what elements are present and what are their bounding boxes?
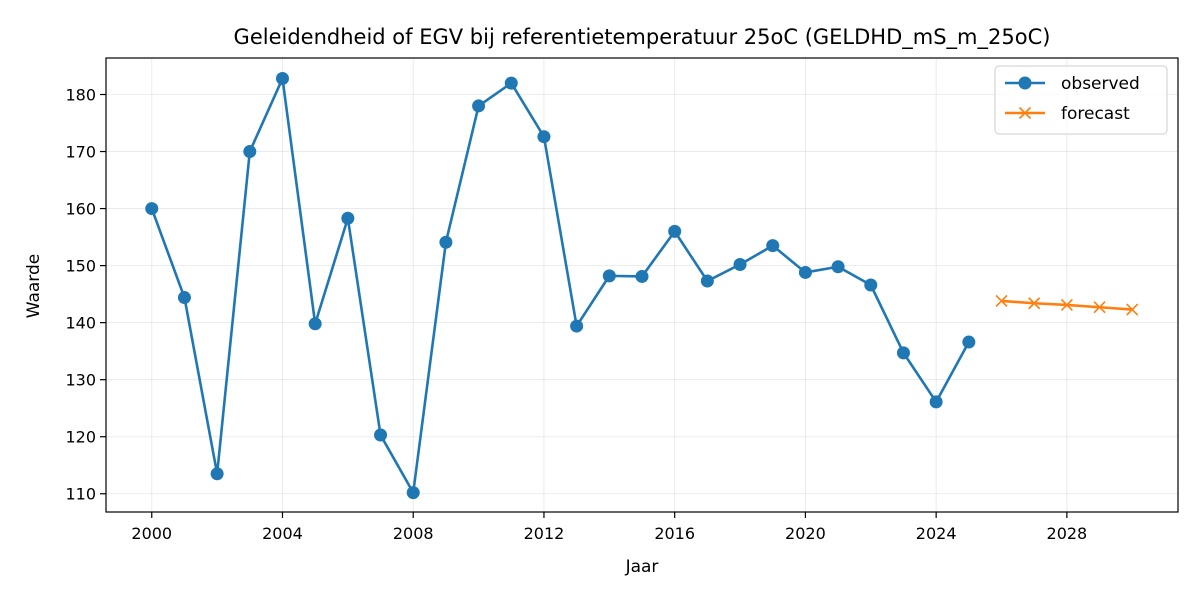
ticks: 2000 2004 2008 2012 2016 2020 2024 2028 110 120 13…	[65, 86, 1087, 543]
observed-point	[504, 76, 518, 90]
x-tick-label: 2012	[524, 524, 565, 543]
observed-point	[308, 317, 322, 331]
y-tick-label: 160	[65, 200, 96, 219]
y-tick-label: 150	[65, 257, 96, 276]
y-tick-label: 180	[65, 86, 96, 105]
x-tick-label: 2028	[1047, 524, 1088, 543]
observed-point	[177, 291, 191, 305]
observed-point	[635, 269, 649, 283]
observed-point	[570, 319, 584, 333]
observed-point	[210, 467, 224, 481]
y-tick-label: 110	[65, 485, 96, 504]
x-tick-label: 2020	[785, 524, 826, 543]
observed-point	[864, 278, 878, 292]
legend-label: observed	[1061, 74, 1140, 94]
legend-label: forecast	[1061, 104, 1130, 124]
series-observed	[145, 72, 976, 500]
observed-point	[472, 99, 486, 113]
y-axis-label: Waarde	[24, 254, 44, 319]
observed-point	[374, 428, 388, 442]
forecast-point	[1060, 298, 1073, 312]
forecast-point	[995, 294, 1008, 308]
chart-title: Geleidendheid of EGV bij referentietempe…	[234, 25, 1051, 50]
grid	[106, 58, 1178, 512]
x-tick-label: 2008	[393, 524, 434, 543]
axes-frame	[105, 57, 1179, 513]
legend: observed forecast	[994, 65, 1168, 135]
x-tick-label: 2004	[262, 524, 303, 543]
forecast-point	[1028, 297, 1041, 310]
observed-line	[150, 77, 970, 494]
observed-point	[766, 239, 780, 253]
legend-marker	[1018, 76, 1032, 90]
observed-point	[962, 335, 976, 349]
observed-point	[602, 269, 616, 283]
x-tick-label: 2016	[654, 524, 695, 543]
observed-point	[537, 130, 551, 144]
x-axis-label: Jaar	[625, 557, 659, 577]
observed-point	[896, 346, 910, 360]
observed-point	[700, 274, 714, 288]
y-tick-label: 130	[65, 371, 96, 390]
observed-point	[929, 395, 943, 409]
observed-point	[733, 257, 747, 271]
observed-point	[243, 145, 257, 159]
y-tick-label: 140	[65, 314, 96, 333]
observed-point	[275, 72, 289, 86]
series-forecast	[995, 294, 1139, 316]
observed-point	[406, 486, 420, 500]
observed-point	[145, 202, 159, 216]
forecast-point	[1126, 303, 1139, 316]
observed-point	[439, 235, 453, 249]
legend-marker	[1018, 106, 1032, 120]
observed-point	[668, 224, 682, 238]
observed-point	[798, 265, 812, 279]
x-tick-label: 2000	[131, 524, 172, 543]
x-tick-label: 2024	[916, 524, 957, 543]
series-layer	[145, 72, 1139, 500]
observed-point	[341, 211, 355, 225]
y-tick-label: 170	[65, 143, 96, 162]
y-tick-label: 120	[65, 428, 96, 447]
observed-point	[831, 260, 845, 274]
forecast-point	[1093, 301, 1106, 314]
